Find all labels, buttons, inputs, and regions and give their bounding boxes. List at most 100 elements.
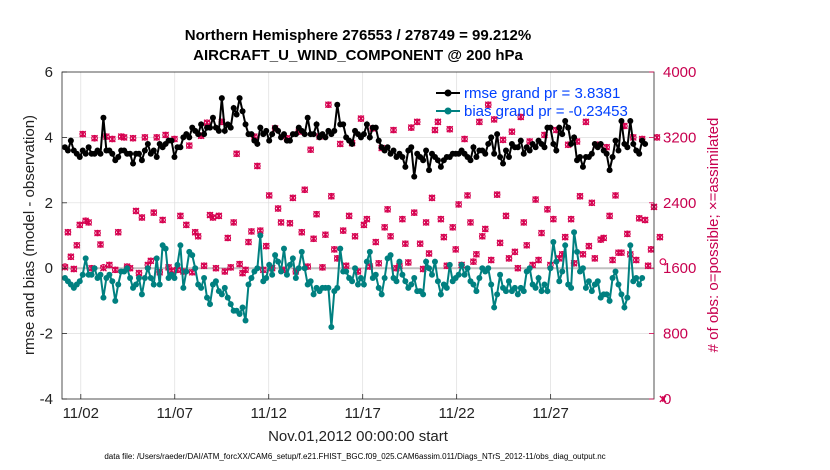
rmse-point [402,163,409,170]
y-axis-label-left: rmse and bias (model - observation) [21,115,38,355]
rmse-point [322,134,329,141]
bias-point [239,304,246,311]
obs-assimilated-point [659,395,667,403]
bias-point [526,265,533,272]
obs-assimilated-point [455,200,463,208]
rmse-point [304,114,311,121]
bias-point [144,265,151,272]
bias-point [568,284,575,291]
bias-point [242,317,249,324]
rmse-point [115,154,122,161]
bias-point [198,284,205,291]
bias-point [420,291,427,298]
obs-assimilated-point [606,212,614,220]
obs-assimilated-point [97,241,104,248]
obs-assimilated-point [407,124,415,132]
x-axis-label: Nov.01,2012 00:00:00 start [268,428,449,445]
bias-point [295,265,302,272]
obs-assimilated-point [401,240,409,248]
bias-point [325,284,332,291]
bias-point [455,271,462,278]
rmse-point [275,127,282,134]
obs-assimilated-point [336,140,344,148]
bias-point [488,281,495,288]
legend-bias-marker [444,107,452,115]
obs-assimilated-point [641,216,649,224]
bias-point [189,252,196,259]
rmse-point [612,137,619,144]
bias-point [636,281,643,288]
obs-assimilated-point [514,264,522,272]
obs-assimilated-point [656,233,664,241]
rmse-point [411,173,418,180]
bias-point [301,265,308,272]
rmse-point [281,131,287,138]
rmse-point [514,144,521,151]
bias-point [461,271,468,278]
bias-point [283,271,290,278]
rmse-point [420,157,427,164]
bias-point [556,278,563,285]
bias-point [162,245,169,252]
obs-assimilated-point [431,126,439,134]
bias-point [559,268,566,275]
rmse-point [437,163,444,170]
rmse-point [624,144,631,151]
obs-assimilated-point [200,262,208,270]
obs-assimilated-point [612,191,619,199]
bias-point [633,275,640,282]
bias-point [79,271,86,278]
bias-point [106,271,113,278]
bias-point [588,288,595,295]
bias-point [352,265,359,272]
bias-line [64,232,644,328]
bias-point [112,297,119,304]
rmse-point [313,121,320,128]
data-file-footnote: data file: /Users/raeder/DAI/ATM_forcXX/… [104,452,605,461]
obs-assimilated-point [567,215,575,223]
bias-point [310,291,317,298]
bias-point [100,294,107,301]
obs-assimilated-point [588,199,596,207]
bias-point [281,245,287,252]
bias-point [618,291,625,298]
rmse-point [547,124,554,131]
rmse-point [150,147,157,154]
rmse-point [263,127,270,134]
bias-point [245,281,252,288]
rmse-point [520,150,527,157]
bias-point [360,281,367,288]
obs-assimilated-point [64,228,72,236]
bias-point [443,284,450,291]
obs-assimilated-point [76,221,84,229]
rmse-point [500,160,507,167]
obs-assimilated-point [520,218,528,226]
obs-possible-point [659,258,667,266]
obs-assimilated-point [212,264,220,272]
bias-point [624,294,631,301]
rmse-point [334,101,341,108]
rmse-point [138,157,145,164]
bias-point [393,278,400,285]
obs-assimilated-point [153,133,161,141]
obs-assimilated-point [469,258,477,266]
rmse-point [233,111,240,118]
obs-assimilated-point [94,229,101,237]
obs-assimilated-point [360,221,368,229]
rmse-point [491,150,498,157]
rmse-point [257,124,264,131]
rmse-point [426,167,433,174]
obs-assimilated-point [150,209,158,217]
rmse-point [408,144,415,151]
obs-assimilated-point [245,238,252,246]
obs-assimilated-point [372,238,380,246]
obs-assimilated-point [67,253,75,261]
obs-assimilated-point [461,135,469,143]
bias-point [156,281,163,288]
bias-point [535,275,542,282]
rmse-point [130,160,137,167]
rmse-point [615,147,622,154]
rmse-point [603,150,610,157]
obs-assimilated-point [647,245,655,253]
bias-point [594,278,601,285]
